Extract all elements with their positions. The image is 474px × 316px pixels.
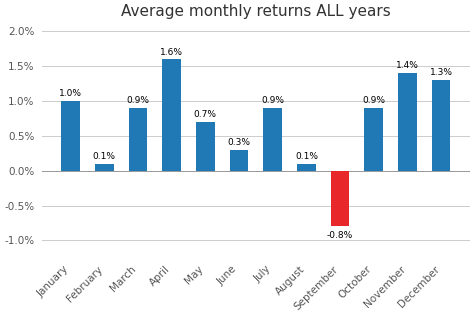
Bar	[297, 164, 316, 171]
Bar	[331, 171, 349, 227]
Bar	[61, 101, 80, 171]
Text: 1.4%: 1.4%	[396, 61, 419, 70]
Bar	[163, 59, 181, 171]
Text: 0.9%: 0.9%	[127, 96, 149, 105]
Bar	[264, 108, 282, 171]
Bar	[365, 108, 383, 171]
Text: 0.3%: 0.3%	[228, 138, 251, 147]
Bar	[432, 80, 450, 171]
Text: 1.3%: 1.3%	[429, 69, 453, 77]
Text: 1.6%: 1.6%	[160, 47, 183, 57]
Bar	[129, 108, 147, 171]
Text: 0.9%: 0.9%	[362, 96, 385, 105]
Text: 1.0%: 1.0%	[59, 89, 82, 98]
Title: Average monthly returns ALL years: Average monthly returns ALL years	[121, 4, 391, 19]
Bar	[230, 150, 248, 171]
Text: 0.1%: 0.1%	[295, 152, 318, 161]
Bar	[196, 122, 215, 171]
Bar	[398, 73, 417, 171]
Text: -0.8%: -0.8%	[327, 231, 353, 240]
Text: 0.1%: 0.1%	[93, 152, 116, 161]
Text: 0.7%: 0.7%	[194, 110, 217, 119]
Text: 0.9%: 0.9%	[261, 96, 284, 105]
Bar	[95, 164, 114, 171]
